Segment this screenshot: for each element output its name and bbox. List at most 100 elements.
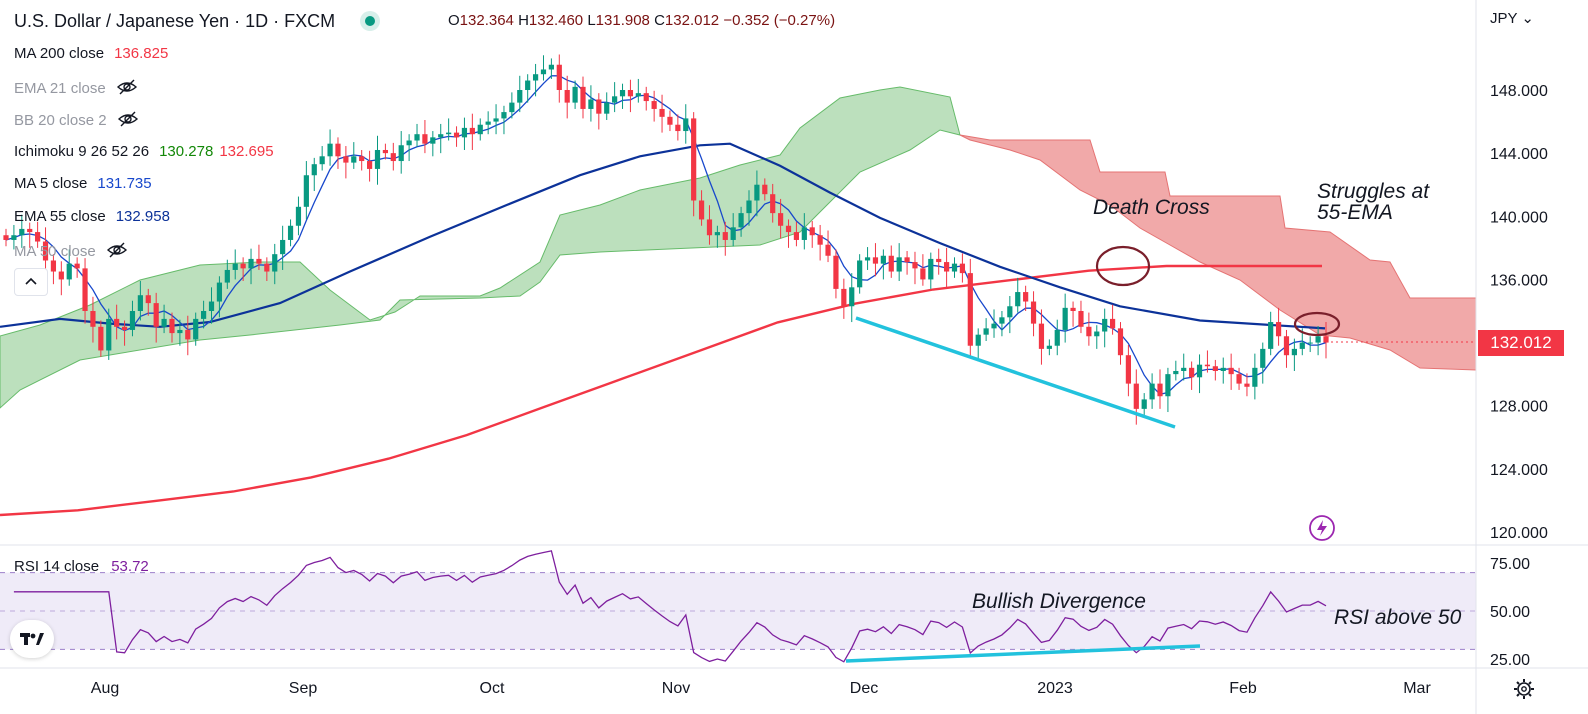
candle-body [27, 228, 33, 233]
candle [509, 92, 515, 119]
candle [1220, 357, 1226, 384]
legend-item-2[interactable]: BB 20 close 2 [14, 110, 139, 129]
candle-body [240, 263, 246, 269]
candle [896, 243, 902, 282]
legend-value-2: 132.695 [219, 142, 274, 160]
lightning-icon[interactable] [1308, 514, 1336, 542]
candle-body [351, 156, 357, 163]
candle-body [675, 124, 681, 132]
legend-name: MA 5 close [14, 175, 88, 193]
candle [3, 228, 9, 247]
high-value: 132.460 [528, 12, 584, 29]
candle [683, 104, 689, 144]
candle [390, 142, 396, 171]
candle [588, 85, 594, 122]
candle [746, 190, 752, 226]
legend-item-4[interactable]: MA 5 close 131.735 [14, 175, 152, 192]
candle [1283, 329, 1290, 368]
candle-body [382, 149, 389, 154]
y-tick-label: 136.000 [1490, 272, 1548, 289]
candle [604, 92, 610, 120]
currency-selector[interactable]: JPY ⌄ [1490, 10, 1534, 27]
candle-body [651, 101, 657, 109]
candle [635, 78, 641, 103]
candle-body [793, 232, 800, 240]
tradingview-logo[interactable] [10, 620, 54, 658]
candle-body [967, 273, 973, 346]
candle-body [501, 112, 507, 119]
candle [698, 190, 705, 226]
legend-item-3[interactable]: Ichimoku 9 26 52 26 130.278 132.695 [14, 143, 274, 160]
symbol-title[interactable]: U.S. Dollar / Japanese Yen · 1D · FXCM [14, 11, 376, 32]
legend-item-0[interactable]: MA 200 close 136.825 [14, 45, 168, 62]
candle-body [928, 258, 934, 280]
legend-item-1[interactable]: EMA 21 close [14, 78, 138, 97]
legend-value: 130.278 [159, 142, 214, 160]
candle [556, 54, 562, 103]
candle-body [864, 257, 871, 261]
candle [762, 178, 768, 201]
candle [975, 328, 981, 362]
collapse-legend-button[interactable] [14, 268, 48, 296]
candle [11, 224, 17, 250]
legend-item-6[interactable]: MA 50 close [14, 241, 128, 260]
candle [446, 118, 452, 141]
candle [920, 254, 926, 286]
candle [169, 312, 175, 343]
candle [564, 75, 570, 119]
candle [825, 230, 831, 263]
candle-body [722, 232, 728, 240]
candle-body [264, 263, 270, 272]
candle-body [82, 268, 88, 311]
legend-name: Ichimoku 9 26 52 26 [14, 142, 150, 160]
ohlc-readout: O132.364 H132.460 L131.908 C132.012 −0.3… [448, 12, 836, 29]
legend-value: 131.735 [97, 175, 152, 193]
candle-body [691, 118, 697, 201]
candle-body [1046, 345, 1052, 349]
candle-body [58, 271, 64, 280]
candle-body [19, 228, 25, 236]
candle [422, 119, 428, 154]
candle [841, 278, 847, 319]
y-tick-label: 124.000 [1490, 462, 1548, 479]
candle-body [983, 328, 989, 335]
candle [738, 206, 744, 237]
candle-body [596, 99, 602, 114]
candle [493, 104, 499, 135]
candle-body [137, 295, 143, 311]
candle [327, 129, 333, 166]
candle [129, 300, 136, 337]
candle [335, 137, 341, 169]
candle [525, 74, 531, 103]
candle-body [517, 90, 523, 103]
x-tick-label: 2023 [1037, 680, 1073, 697]
candle [485, 111, 491, 135]
candle-body [232, 263, 238, 270]
candle [366, 150, 373, 182]
settings-gear-icon[interactable] [1512, 677, 1536, 701]
rsi-line [13, 550, 1327, 663]
candle [42, 227, 49, 270]
candle [232, 249, 238, 280]
candle-body [1165, 374, 1171, 397]
candle-body [303, 175, 309, 207]
candle-body [1109, 318, 1116, 329]
candle-body [920, 268, 926, 280]
candle-body [272, 254, 278, 272]
x-tick-label: Aug [91, 680, 119, 697]
candle-body [366, 161, 373, 169]
candle-body [1244, 383, 1250, 387]
candle [659, 94, 665, 133]
candle-body [311, 164, 317, 176]
legend-item-5[interactable]: EMA 55 close 132.958 [14, 208, 170, 225]
candle-body [975, 334, 981, 346]
candle-body [1315, 336, 1321, 343]
rsi-legend: RSI 14 close 53.72 [14, 558, 149, 575]
candle-body [374, 149, 381, 169]
candle-body [106, 318, 112, 351]
candle [730, 213, 736, 247]
candle [1141, 393, 1147, 416]
candle [991, 309, 997, 338]
candle-body [1086, 326, 1092, 337]
